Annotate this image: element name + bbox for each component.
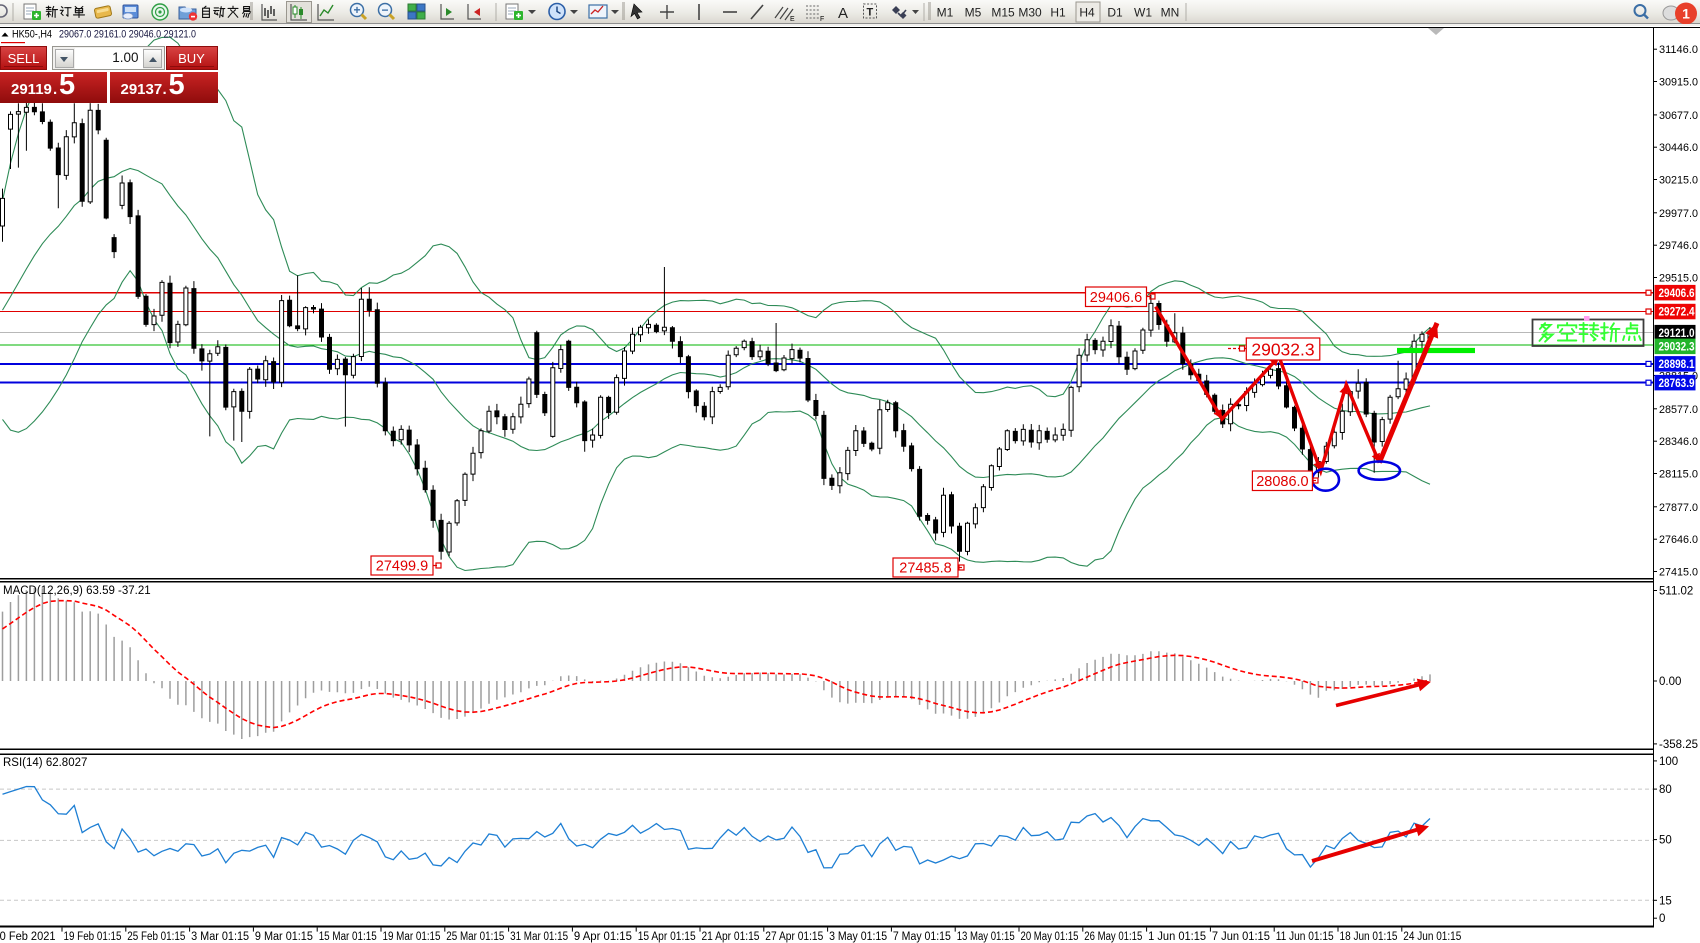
svg-text:3 May 01:15: 3 May 01:15 [829, 931, 887, 943]
svg-text:28115.0: 28115.0 [1659, 469, 1698, 481]
svg-text:28577.0: 28577.0 [1659, 404, 1698, 416]
svg-text:T: T [867, 7, 874, 19]
svg-text:−: − [381, 3, 388, 17]
svg-text:30677.0: 30677.0 [1659, 110, 1698, 122]
svg-text:80: 80 [1659, 784, 1672, 796]
svg-text:30446.0: 30446.0 [1659, 142, 1698, 154]
svg-text:H4: H4 [1079, 6, 1095, 20]
svg-text:3 Mar 01:15: 3 Mar 01:15 [191, 931, 249, 943]
svg-text:7 May 01:15: 7 May 01:15 [893, 931, 951, 943]
svg-text:10 Feb 2021: 10 Feb 2021 [0, 931, 56, 943]
svg-text:1: 1 [1682, 6, 1690, 22]
svg-text:29067.0 29161.0 29046.0 29121.: 29067.0 29161.0 29046.0 29121.0 [59, 29, 196, 41]
svg-text:29121.0: 29121.0 [1659, 328, 1695, 340]
svg-text:F: F [820, 16, 824, 23]
svg-text:511.02: 511.02 [1659, 586, 1693, 598]
svg-text:MN: MN [1161, 6, 1180, 20]
svg-text:15: 15 [1659, 895, 1672, 907]
svg-text:13 May 01:15: 13 May 01:15 [957, 931, 1015, 943]
svg-text:29272.4: 29272.4 [1659, 307, 1696, 319]
svg-text:100: 100 [1659, 756, 1678, 768]
svg-text:RSI(14) 62.8027: RSI(14) 62.8027 [3, 757, 87, 769]
svg-text:24 Jun 01:15: 24 Jun 01:15 [1403, 931, 1461, 943]
svg-text:28346.0: 28346.0 [1659, 436, 1698, 448]
svg-text:19 Mar 01:15: 19 Mar 01:15 [383, 931, 441, 943]
svg-text:11 Jun 01:15: 11 Jun 01:15 [1276, 931, 1334, 943]
svg-text:28898.1: 28898.1 [1659, 359, 1696, 371]
svg-text:+: + [353, 3, 360, 17]
svg-text:30915.0: 30915.0 [1659, 77, 1698, 89]
svg-text:29032.3: 29032.3 [1659, 342, 1695, 354]
svg-text:50: 50 [1659, 835, 1672, 847]
svg-text:-358.25: -358.25 [1659, 739, 1698, 751]
svg-text:W1: W1 [1134, 6, 1152, 20]
svg-text:M30: M30 [1018, 6, 1042, 20]
svg-text:29746.0: 29746.0 [1659, 240, 1698, 252]
svg-text:E: E [790, 16, 795, 23]
svg-text:31 Mar 01:15: 31 Mar 01:15 [510, 931, 568, 943]
svg-text:28086.0: 28086.0 [1256, 474, 1308, 490]
svg-text:HK50-,H4: HK50-,H4 [12, 29, 52, 41]
svg-text:MACD(12,26,9) 63.59 -37.21: MACD(12,26,9) 63.59 -37.21 [3, 585, 151, 597]
svg-text:27485.8: 27485.8 [899, 561, 951, 577]
svg-text:15 Mar 01:15: 15 Mar 01:15 [319, 931, 377, 943]
svg-text:D1: D1 [1107, 6, 1123, 20]
svg-text:M15: M15 [991, 6, 1015, 20]
svg-text:27646.0: 27646.0 [1659, 534, 1698, 546]
svg-text:27877.0: 27877.0 [1659, 502, 1698, 514]
svg-text:20 May 01:15: 20 May 01:15 [1021, 931, 1079, 943]
svg-text:25 Mar 01:15: 25 Mar 01:15 [446, 931, 504, 943]
svg-text:31146.0: 31146.0 [1659, 44, 1698, 56]
svg-text:26 May 01:15: 26 May 01:15 [1084, 931, 1142, 943]
svg-text:9 Mar 01:15: 9 Mar 01:15 [255, 931, 313, 943]
svg-text:21 Apr 01:15: 21 Apr 01:15 [702, 931, 760, 943]
svg-text:29515.0: 29515.0 [1659, 273, 1698, 285]
svg-text:27415.0: 27415.0 [1659, 567, 1698, 579]
svg-text:0: 0 [1659, 913, 1665, 925]
svg-text:30215.0: 30215.0 [1659, 175, 1698, 187]
svg-text:25 Feb 01:15: 25 Feb 01:15 [127, 931, 185, 943]
svg-text:7 Jun 01:15: 7 Jun 01:15 [1212, 931, 1270, 943]
svg-text:29406.6: 29406.6 [1659, 288, 1695, 300]
svg-text:18 Jun 01:15: 18 Jun 01:15 [1340, 931, 1398, 943]
svg-text:1 Jun 01:15: 1 Jun 01:15 [1148, 931, 1206, 943]
svg-text:29977.0: 29977.0 [1659, 208, 1698, 220]
svg-text:29032.3: 29032.3 [1251, 339, 1314, 359]
svg-text:M1: M1 [937, 6, 954, 20]
svg-text:9 Apr 01:15: 9 Apr 01:15 [574, 931, 632, 943]
svg-text:29406.6: 29406.6 [1090, 290, 1142, 306]
svg-text:15 Apr 01:15: 15 Apr 01:15 [638, 931, 696, 943]
svg-text:28763.9: 28763.9 [1659, 378, 1695, 390]
svg-text:H1: H1 [1050, 6, 1066, 20]
svg-text:19 Feb 01:15: 19 Feb 01:15 [64, 931, 122, 943]
svg-text:M5: M5 [965, 6, 982, 20]
svg-text:A: A [838, 5, 848, 22]
svg-text:27499.9: 27499.9 [376, 559, 428, 575]
svg-text:27 Apr 01:15: 27 Apr 01:15 [765, 931, 823, 943]
svg-text:0.00: 0.00 [1659, 676, 1681, 688]
